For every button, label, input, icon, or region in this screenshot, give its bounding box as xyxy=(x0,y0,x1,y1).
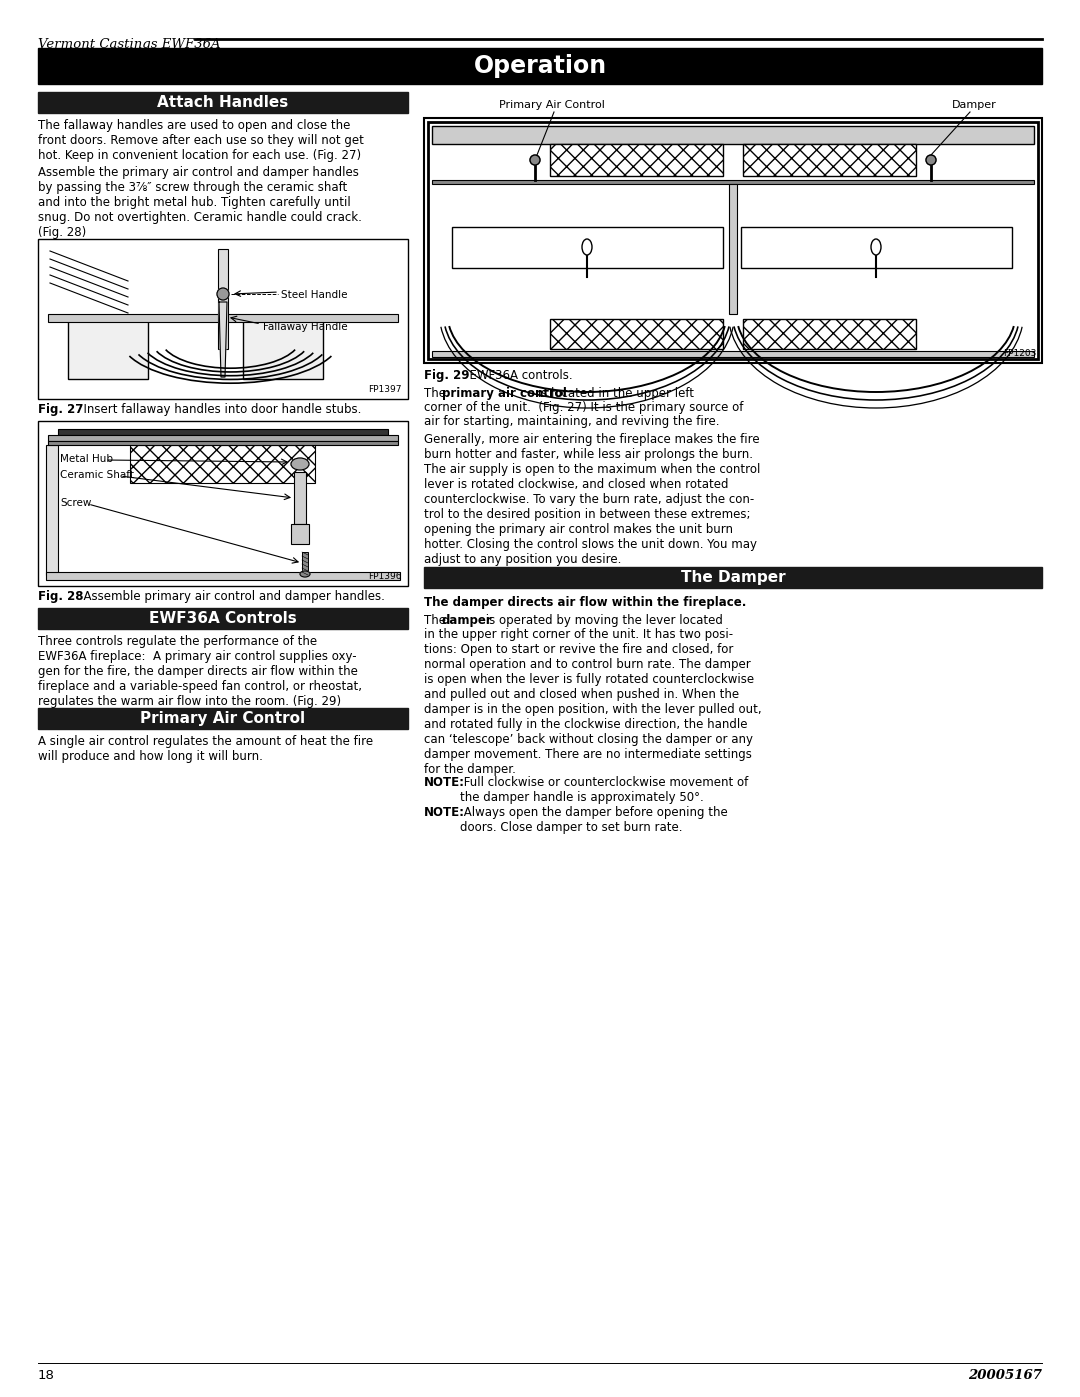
Text: in the upper right corner of the unit. It has two posi-
tions: Open to start or : in the upper right corner of the unit. I… xyxy=(424,629,761,775)
Bar xyxy=(550,144,723,176)
Bar xyxy=(38,47,1042,84)
Text: FP1203: FP1203 xyxy=(1002,349,1036,358)
Bar xyxy=(38,708,408,729)
Bar xyxy=(428,122,1038,359)
Bar xyxy=(48,434,399,441)
Text: The fallaway handles are used to open and close the
front doors. Remove after ea: The fallaway handles are used to open an… xyxy=(38,119,364,162)
Ellipse shape xyxy=(926,155,936,165)
Bar xyxy=(243,319,323,379)
Bar xyxy=(218,249,228,349)
Text: EWF36A Controls: EWF36A Controls xyxy=(149,610,297,626)
Ellipse shape xyxy=(582,239,592,256)
Text: Screw: Screw xyxy=(60,497,92,509)
Text: Attach Handles: Attach Handles xyxy=(158,95,288,110)
Text: Fig. 29: Fig. 29 xyxy=(424,369,470,381)
Bar xyxy=(424,567,1042,588)
Text: is operated by moving the lever located: is operated by moving the lever located xyxy=(482,615,723,627)
Text: Damper: Damper xyxy=(951,101,997,110)
Bar xyxy=(432,351,1034,358)
Text: Operation: Operation xyxy=(473,54,607,78)
Bar xyxy=(550,319,723,349)
Bar xyxy=(46,571,400,580)
Circle shape xyxy=(217,288,229,300)
Bar xyxy=(48,314,399,321)
Bar xyxy=(291,524,309,543)
Text: Ceramic Shaft: Ceramic Shaft xyxy=(60,469,134,481)
Text: Three controls regulate the performance of the
EWF36A fireplace:  A primary air : Three controls regulate the performance … xyxy=(38,636,362,708)
Text: Primary Air Control: Primary Air Control xyxy=(140,711,306,726)
Text: Vermont Castings EWF36A: Vermont Castings EWF36A xyxy=(38,38,220,52)
Bar xyxy=(729,184,737,314)
Text: The air supply is open to the maximum when the control
lever is rotated clockwis: The air supply is open to the maximum wh… xyxy=(424,462,760,566)
Text: Fallaway Handle: Fallaway Handle xyxy=(264,321,348,332)
Text: 20005167: 20005167 xyxy=(968,1369,1042,1382)
Ellipse shape xyxy=(291,458,309,469)
Text: FP1397: FP1397 xyxy=(368,386,402,394)
Text: Always open the damper before opening the
doors. Close damper to set burn rate.: Always open the damper before opening th… xyxy=(460,806,728,834)
Bar xyxy=(38,92,408,113)
Bar xyxy=(130,446,315,483)
Text: damper: damper xyxy=(442,615,492,627)
Text: Insert fallaway handles into door handle stubs.: Insert fallaway handles into door handle… xyxy=(76,402,362,416)
Bar xyxy=(294,472,306,524)
Bar xyxy=(38,608,408,629)
Text: Steel Handle: Steel Handle xyxy=(281,291,348,300)
Text: Primary Air Control: Primary Air Control xyxy=(499,101,605,110)
Bar xyxy=(453,226,723,268)
Text: Full clockwise or counterclockwise movement of
the damper handle is approximatel: Full clockwise or counterclockwise movem… xyxy=(460,775,748,805)
Text: EWF36A controls.: EWF36A controls. xyxy=(462,369,572,381)
Text: Fig. 28: Fig. 28 xyxy=(38,590,83,604)
Text: is located in the upper left: is located in the upper left xyxy=(534,387,694,400)
Text: The: The xyxy=(424,387,449,400)
Text: 18: 18 xyxy=(38,1369,55,1382)
Text: The Damper: The Damper xyxy=(680,570,785,585)
Text: corner of the unit.  (Fig. 27) It is the primary source of: corner of the unit. (Fig. 27) It is the … xyxy=(424,401,743,414)
Text: air for starting, maintaining, and reviving the fire.: air for starting, maintaining, and reviv… xyxy=(424,415,719,427)
Ellipse shape xyxy=(870,239,881,256)
Bar xyxy=(432,180,1034,184)
Text: NOTE:: NOTE: xyxy=(424,806,465,819)
Bar xyxy=(46,446,58,576)
Bar xyxy=(743,319,916,349)
Bar xyxy=(424,117,1042,363)
Text: Generally, more air entering the fireplace makes the fire
burn hotter and faster: Generally, more air entering the firepla… xyxy=(424,433,759,461)
Ellipse shape xyxy=(530,155,540,165)
Bar xyxy=(68,319,148,379)
Bar xyxy=(432,126,1034,144)
Bar xyxy=(48,441,399,446)
Text: The: The xyxy=(424,615,449,627)
Text: A single air control regulates the amount of heat the fire
will produce and how : A single air control regulates the amoun… xyxy=(38,735,373,763)
Bar xyxy=(741,226,1012,268)
Text: Fig. 27: Fig. 27 xyxy=(38,402,83,416)
Text: FP1396: FP1396 xyxy=(368,571,402,581)
Text: primary air control: primary air control xyxy=(442,387,567,400)
Bar xyxy=(743,144,916,176)
Ellipse shape xyxy=(300,571,310,577)
Polygon shape xyxy=(219,302,227,377)
Bar xyxy=(302,552,308,574)
Text: The damper directs air flow within the fireplace.: The damper directs air flow within the f… xyxy=(424,597,746,609)
Bar xyxy=(38,420,408,585)
Bar xyxy=(38,239,408,400)
Text: Metal Hub: Metal Hub xyxy=(60,454,113,464)
Text: Assemble primary air control and damper handles.: Assemble primary air control and damper … xyxy=(76,590,384,604)
Text: NOTE:: NOTE: xyxy=(424,775,465,789)
Text: Assemble the primary air control and damper handles
by passing the 3⅞″ screw thr: Assemble the primary air control and dam… xyxy=(38,166,362,239)
Bar xyxy=(58,429,388,434)
